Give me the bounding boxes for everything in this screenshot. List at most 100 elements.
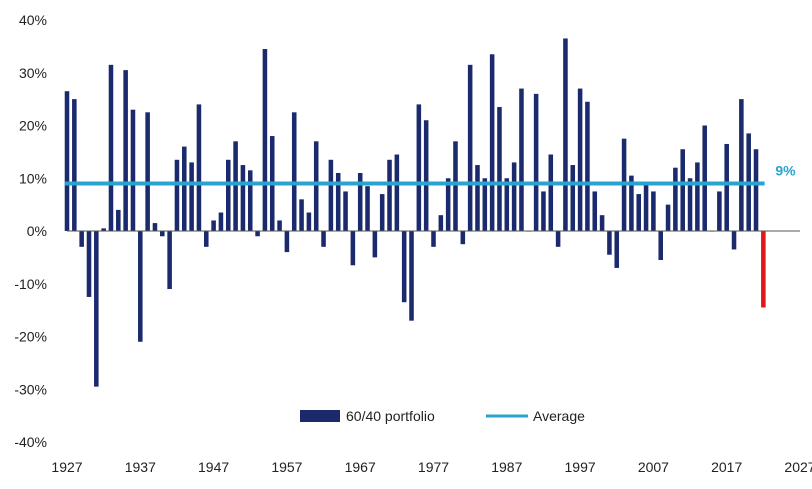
bar (475, 165, 480, 231)
bar (724, 143, 729, 231)
bar (86, 231, 92, 297)
bar (277, 220, 282, 231)
bar (658, 231, 664, 261)
bar (138, 231, 143, 342)
y-tick-label: -20% (14, 329, 47, 345)
bar (379, 194, 385, 231)
bar (299, 199, 304, 231)
legend: 60/40 portfolio Average (300, 408, 585, 424)
bar (673, 167, 678, 231)
bar (152, 223, 158, 231)
bar (101, 228, 106, 231)
bar (409, 231, 414, 321)
x-tick-label: 1927 (51, 459, 82, 475)
bar (511, 162, 517, 231)
legend-average-label: Average (533, 408, 585, 424)
bar (695, 162, 700, 231)
bar (372, 231, 378, 258)
bar (731, 231, 737, 250)
bar (116, 209, 121, 231)
x-tick-label: 1957 (271, 459, 302, 475)
bar (577, 88, 583, 231)
bar (651, 191, 656, 231)
bar (306, 212, 312, 231)
bar (761, 231, 766, 308)
bar (519, 88, 524, 231)
bar (533, 93, 539, 231)
bar (541, 191, 546, 231)
bar (394, 154, 400, 231)
bar (504, 178, 510, 231)
bar (291, 112, 297, 231)
bar (123, 70, 128, 231)
bar (255, 231, 260, 237)
x-axis-tick-labels: 1927 1937 1947 1957 1967 1977 1987 1997 2007 2017… (51, 459, 812, 475)
bar (680, 149, 685, 231)
bar (482, 178, 488, 231)
bar (167, 231, 172, 290)
y-tick-label: 10% (19, 170, 47, 186)
bar (350, 231, 356, 266)
bar (555, 231, 561, 247)
bar (64, 91, 70, 232)
bar (321, 231, 326, 247)
bar (467, 64, 473, 232)
y-tick-label: 0% (27, 223, 47, 239)
bar (218, 212, 224, 231)
bar (753, 149, 759, 231)
x-tick-label: 2007 (638, 459, 669, 475)
y-tick-label: 30% (19, 65, 47, 81)
bar-series (64, 38, 766, 387)
bar (614, 231, 620, 268)
y-tick-label: 40% (19, 12, 47, 28)
bar (335, 172, 341, 231)
bar (607, 231, 612, 255)
bar (460, 231, 466, 245)
bar (130, 109, 136, 231)
bar (284, 231, 290, 253)
bar (563, 38, 568, 232)
bar (585, 101, 590, 231)
bar (636, 194, 642, 231)
bar (203, 231, 209, 247)
bar (79, 231, 84, 247)
y-tick-label: 20% (19, 118, 47, 134)
bar (629, 175, 634, 231)
legend-bar-swatch (300, 410, 340, 422)
x-tick-label: 1997 (565, 459, 596, 475)
x-tick-label: 1987 (491, 459, 522, 475)
bar (182, 146, 187, 231)
x-tick-label: 2027 (784, 459, 812, 475)
bar (599, 215, 605, 231)
average-label: 9% (775, 163, 796, 179)
bar (328, 159, 334, 231)
bar (145, 112, 150, 231)
x-tick-label: 1937 (125, 459, 156, 475)
bar (262, 49, 268, 232)
bar (313, 141, 319, 231)
bar (497, 107, 502, 231)
bar (94, 231, 99, 387)
bar (416, 104, 422, 231)
bar (438, 215, 444, 231)
bar (643, 183, 649, 231)
x-tick-label: 1967 (345, 459, 376, 475)
bar (365, 186, 370, 231)
bar (423, 120, 429, 231)
bar (160, 231, 165, 237)
y-tick-label: -30% (14, 381, 47, 397)
bar (108, 64, 114, 232)
bar (247, 170, 253, 231)
bar (570, 165, 576, 231)
bar (189, 162, 194, 231)
bar (357, 172, 363, 231)
y-tick-label: -40% (14, 434, 47, 450)
bar (387, 159, 392, 231)
x-tick-label: 2017 (711, 459, 742, 475)
y-tick-label: -10% (14, 276, 47, 292)
bar (717, 191, 722, 231)
bar (196, 104, 202, 231)
bar (592, 191, 598, 231)
bar (548, 154, 554, 231)
